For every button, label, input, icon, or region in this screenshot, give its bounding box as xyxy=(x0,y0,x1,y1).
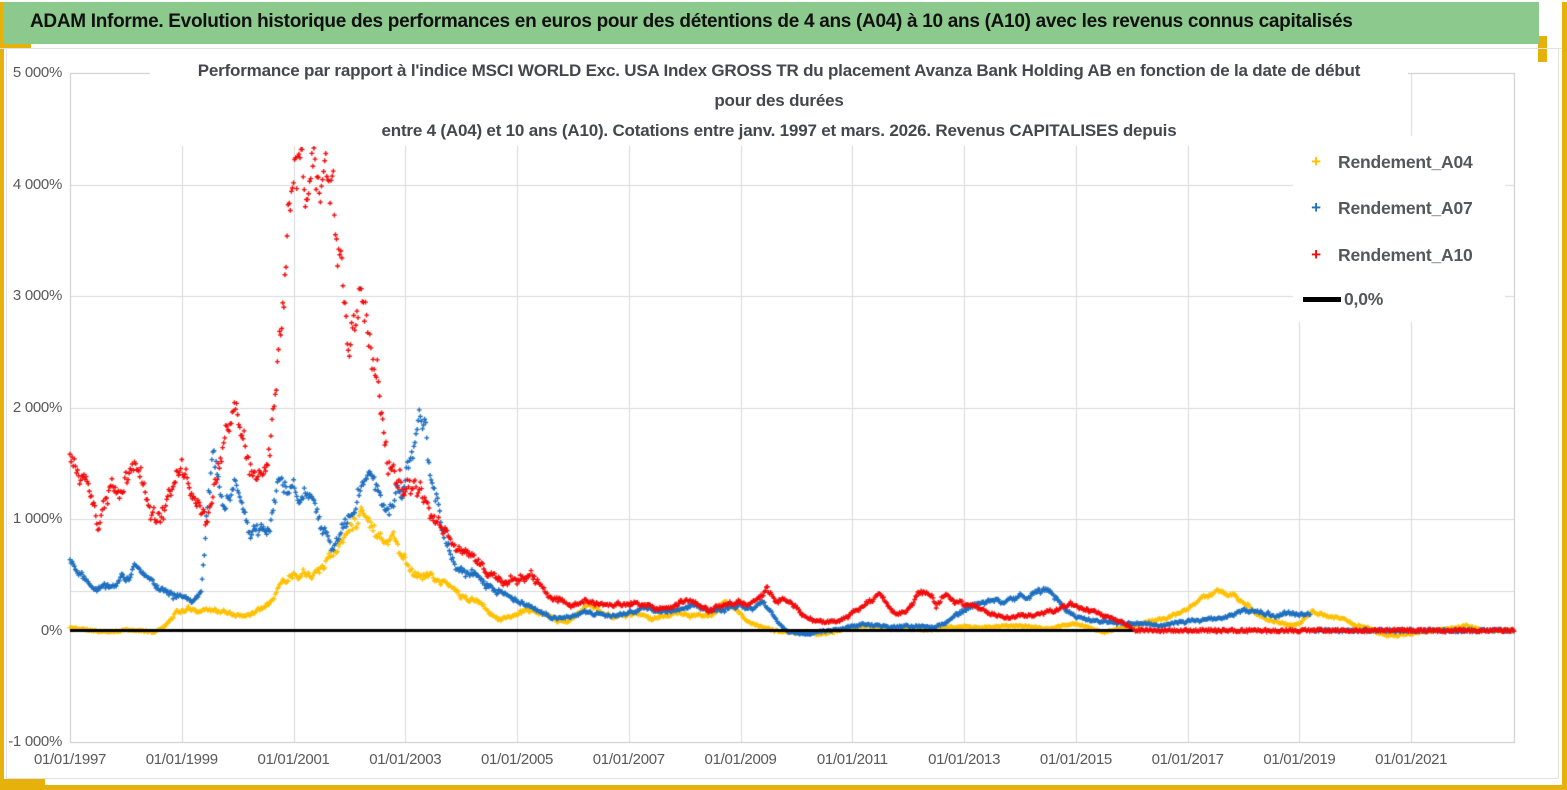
x-axis-tick-label: 01/01/2007 xyxy=(592,751,665,768)
zero-line-swatch-icon xyxy=(1303,296,1341,302)
chart-title-line-1: Performance par rapport à l'indice MSCI … xyxy=(197,61,1361,80)
x-axis-tick-label: 01/01/2003 xyxy=(369,751,442,768)
x-axis-tick-label: 01/01/1997 xyxy=(33,751,107,768)
x-axis-tick-label: 01/01/2005 xyxy=(481,751,554,768)
legend-item-label: 0,0% xyxy=(1344,288,1384,309)
chart-title: Performance par rapport à l'indice MSCI … xyxy=(150,56,1408,146)
chart-title-line-2: pour des durées xyxy=(714,91,844,110)
legend-item-0-0-[interactable]: 0,0% xyxy=(1303,287,1383,311)
x-axis-tick-label: 01/01/1999 xyxy=(145,751,218,768)
x-axis-tick-label: 01/01/2015 xyxy=(1039,751,1112,768)
y-axis-tick-label: 4 000% xyxy=(12,175,62,193)
legend-item-label: Rendement_A04 xyxy=(1338,151,1473,172)
legend-item-label: Rendement_A07 xyxy=(1338,197,1473,218)
y-axis-tick-label: -1 000% xyxy=(8,733,62,750)
legend-item-rendement-a07[interactable]: + Rendement_A07 xyxy=(1303,196,1473,220)
chart-title-line-3: entre 4 (A04) et 10 ans (A10). Cotations… xyxy=(381,121,1177,140)
x-axis-tick-label: 01/01/2019 xyxy=(1263,751,1336,768)
y-axis-tick-label: 2 000% xyxy=(12,398,62,416)
legend-item-label: Rendement_A10 xyxy=(1338,244,1473,265)
x-axis-tick-label: 01/01/2013 xyxy=(928,751,1001,768)
legend-item-rendement-a10[interactable]: + Rendement_A10 xyxy=(1303,243,1473,267)
y-axis-tick-label: 1 000% xyxy=(12,510,62,527)
plus-marker-icon: + xyxy=(1311,152,1321,171)
x-axis-tick-label: 01/01/2001 xyxy=(257,751,330,768)
x-axis-tick-label: 01/01/2017 xyxy=(1151,751,1224,768)
plus-marker-icon: + xyxy=(1311,198,1321,217)
plus-marker-icon: + xyxy=(1311,245,1321,264)
legend-item-rendement-a04[interactable]: + Rendement_A04 xyxy=(1303,150,1473,174)
y-axis-tick-label: 0% xyxy=(40,621,62,639)
y-axis-tick-label: 3 000% xyxy=(12,287,62,304)
y-axis-tick-label: 5 000% xyxy=(12,64,62,81)
x-axis-tick-label: 01/01/2011 xyxy=(816,751,888,768)
x-axis-tick-label: 01/01/2009 xyxy=(704,751,777,768)
x-axis-tick-label: 01/01/2021 xyxy=(1375,751,1448,768)
